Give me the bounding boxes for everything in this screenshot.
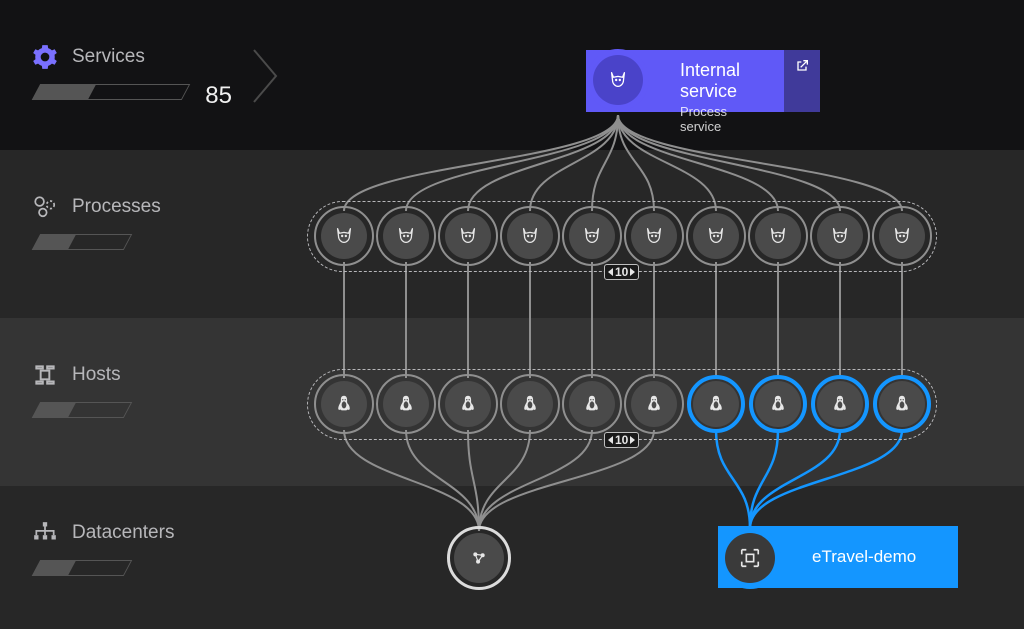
hosts-slash-bar <box>32 402 192 418</box>
open-external-button[interactable] <box>784 50 820 112</box>
processes-count-badge[interactable]: 10 <box>604 264 639 280</box>
hosts-icon <box>32 362 58 388</box>
host-node[interactable] <box>817 381 863 427</box>
service-card-title: Internal service <box>680 60 768 102</box>
sidebar-item-hosts[interactable]: Hosts <box>32 362 192 418</box>
process-node[interactable] <box>445 213 491 259</box>
host-node[interactable] <box>507 381 553 427</box>
processes-icon <box>32 194 58 220</box>
sidebar-item-services[interactable]: Services 85 <box>32 44 192 100</box>
sidebar-item-datacenters[interactable]: Datacenters <box>32 520 192 576</box>
gear-icon <box>32 44 58 70</box>
sidebar-label: Processes <box>72 196 161 218</box>
host-node[interactable] <box>693 381 739 427</box>
host-node[interactable] <box>445 381 491 427</box>
process-node[interactable] <box>321 213 367 259</box>
host-node[interactable] <box>321 381 367 427</box>
breadcrumb-chevron-icon <box>250 48 284 104</box>
sidebar-label: Hosts <box>72 364 121 386</box>
hosts-count-badge[interactable]: 10 <box>604 432 639 448</box>
host-node[interactable] <box>631 381 677 427</box>
datacenter-node[interactable] <box>725 533 775 583</box>
services-slash-bar: 85 <box>32 84 192 100</box>
process-node[interactable] <box>631 213 677 259</box>
external-link-icon <box>794 58 810 74</box>
datacenters-slash-bar <box>32 560 192 576</box>
host-node[interactable] <box>383 381 429 427</box>
process-node[interactable] <box>693 213 739 259</box>
services-count: 85 <box>205 82 232 110</box>
host-node[interactable] <box>879 381 925 427</box>
process-node[interactable] <box>817 213 863 259</box>
datacenters-icon <box>32 520 58 546</box>
process-node[interactable] <box>879 213 925 259</box>
service-node[interactable] <box>593 55 643 105</box>
process-node[interactable] <box>383 213 429 259</box>
sidebar-label: Services <box>72 46 145 68</box>
host-node[interactable] <box>755 381 801 427</box>
processes-slash-bar <box>32 234 192 250</box>
datacenter-card-title: eTravel-demo <box>812 547 942 567</box>
sidebar-label: Datacenters <box>72 522 174 544</box>
process-node[interactable] <box>755 213 801 259</box>
process-node[interactable] <box>507 213 553 259</box>
process-node[interactable] <box>569 213 615 259</box>
sidebar-item-processes[interactable]: Processes <box>32 194 192 250</box>
datacenter-node-plain[interactable] <box>454 533 504 583</box>
host-node[interactable] <box>569 381 615 427</box>
service-card-subtitle: Process service <box>680 104 768 134</box>
